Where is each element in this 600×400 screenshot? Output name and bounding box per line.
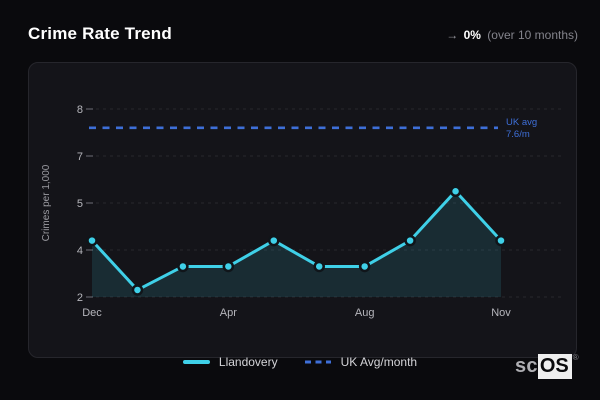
y-tick-label: 7 bbox=[77, 151, 83, 163]
series-area-fill bbox=[92, 191, 501, 297]
uk-avg-label-line2: 7.6/m bbox=[506, 129, 530, 140]
data-point-marker[interactable] bbox=[222, 260, 235, 273]
data-point-marker[interactable] bbox=[404, 234, 416, 247]
chart-header: Crime Rate Trend → 0% (over 10 months) bbox=[28, 24, 578, 44]
logo-prefix: sc bbox=[515, 355, 538, 377]
crime-rate-chart: 2 4 5 7 8 Crimes per 1,000 Dec Apr Aug Nov UK avg7… bbox=[41, 104, 562, 319]
data-point-marker[interactable] bbox=[449, 185, 462, 197]
x-tick-label: Apr bbox=[220, 307, 237, 319]
data-point-marker[interactable] bbox=[358, 260, 371, 273]
data-point-marker[interactable] bbox=[131, 284, 144, 296]
y-tick-label: 4 bbox=[77, 245, 83, 257]
data-point-marker[interactable] bbox=[268, 234, 280, 247]
reference-dash-swatch-icon bbox=[304, 360, 331, 364]
y-tick-label: 8 bbox=[77, 104, 83, 116]
x-tick-label: Nov bbox=[491, 307, 511, 319]
data-point-marker[interactable] bbox=[495, 234, 507, 247]
registered-mark: ® bbox=[572, 353, 579, 362]
data-point-marker[interactable] bbox=[313, 260, 325, 273]
chart-legend: Llandovery UK Avg/month bbox=[0, 353, 600, 371]
data-point-marker[interactable] bbox=[86, 234, 98, 247]
trend-indicator: → 0% (over 10 months) bbox=[446, 28, 578, 42]
data-point-marker[interactable] bbox=[177, 260, 189, 273]
series-line-swatch-icon bbox=[182, 360, 210, 364]
x-tick-label: Aug bbox=[355, 307, 375, 319]
uk-avg-label-line1: UK avg bbox=[506, 117, 537, 128]
legend-item-uk-avg[interactable]: UK Avg/month bbox=[304, 355, 418, 369]
x-tick-label: Dec bbox=[82, 307, 102, 319]
y-axis-title: Crimes per 1,000 bbox=[41, 164, 52, 241]
trend-value: 0% bbox=[463, 28, 481, 42]
chart-card: 2 4 5 7 8 Crimes per 1,000 Dec Apr Aug Nov UK avg 7… bbox=[28, 62, 577, 358]
legend-reference-label: UK Avg/month bbox=[340, 355, 418, 369]
trend-period: (over 10 months) bbox=[487, 28, 578, 42]
scos-logo: sc OS ® bbox=[515, 353, 579, 379]
page-title: Crime Rate Trend bbox=[28, 24, 172, 43]
series-line bbox=[90, 189, 503, 292]
y-tick-label: 2 bbox=[77, 292, 83, 304]
legend-series-label: Llandovery bbox=[218, 355, 278, 369]
logo-suffix: OS bbox=[537, 354, 572, 379]
y-tick-label: 5 bbox=[77, 198, 83, 210]
legend-item-llandovery[interactable]: Llandovery bbox=[182, 355, 278, 369]
trend-arrow-icon: → bbox=[446, 28, 459, 42]
